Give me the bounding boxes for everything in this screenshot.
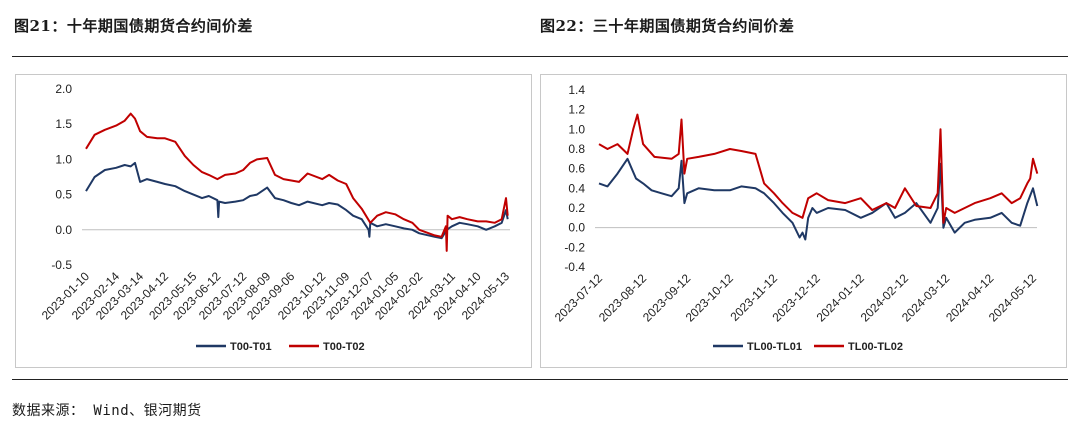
y-tick-label: -0.2 [564, 240, 585, 254]
series-line-t00-t02 [85, 112, 509, 252]
legend-label: TL00-TL01 [747, 341, 802, 353]
legend-item-t00-t02: T00-T02 [289, 341, 365, 353]
y-tick-label: 1.2 [568, 103, 585, 117]
y-tick-label: 0.5 [55, 188, 72, 202]
legend-label: TL00-TL02 [848, 341, 903, 353]
legend-label: T00-T01 [230, 341, 272, 353]
chart-panel-10y: 2.0 1.5 1.0 0.5 0.0 -0.5 2023-01-10 2023-02-14 2… [15, 74, 532, 368]
y-tick-label: 1.0 [568, 122, 585, 136]
y-tick-label: 2.0 [55, 82, 72, 96]
series-line-t00-t01 [85, 161, 509, 240]
y-tick-label: -0.5 [51, 258, 72, 272]
bottom-divider [12, 379, 1068, 380]
series-line-tl00-tl02 [598, 113, 1039, 224]
y-tick-label: 0.8 [568, 142, 585, 156]
y-tick-label: 1.0 [55, 152, 72, 166]
y-tick-label: 0.2 [568, 201, 585, 215]
figure-22-title: 图22：三十年期国债期货合约间价差 [540, 17, 795, 35]
y-tick-label: 1.4 [568, 83, 585, 97]
legend-item-tl00-tl02: TL00-TL02 [814, 341, 903, 353]
y-tick-label: 0.4 [568, 181, 585, 195]
y-tick-label: -0.4 [564, 260, 585, 274]
figure-21-title: 图21：十年期国债期货合约间价差 [14, 17, 253, 35]
chart-30y-spread: 1.41.21.00.80.60.40.20.0-0.2-0.42023-07-… [552, 83, 1040, 353]
chart-10y-spread: 2.01.51.00.50.0-0.52023-01-102023-02-142… [39, 82, 513, 353]
y-tick-label: 0.0 [568, 221, 585, 235]
source-note: 数据来源： Wind、银河期货 [12, 403, 202, 419]
legend-item-t00-t01: T00-T01 [196, 341, 272, 353]
top-divider [12, 56, 1068, 57]
y-tick-label: 0.0 [55, 223, 72, 237]
legend-item-tl00-tl01: TL00-TL01 [713, 341, 802, 353]
chart-panel-30y: 1.4 1.2 1.0 0.8 0.6 0.4 0.2 0.0 -0.2 -0.4 2023-07-… [540, 74, 1067, 368]
series-line-tl00-tl01 [598, 157, 1039, 241]
y-tick-label: 0.6 [568, 162, 585, 176]
y-tick-label: 1.5 [55, 117, 72, 131]
legend-label: T00-T02 [323, 341, 365, 353]
